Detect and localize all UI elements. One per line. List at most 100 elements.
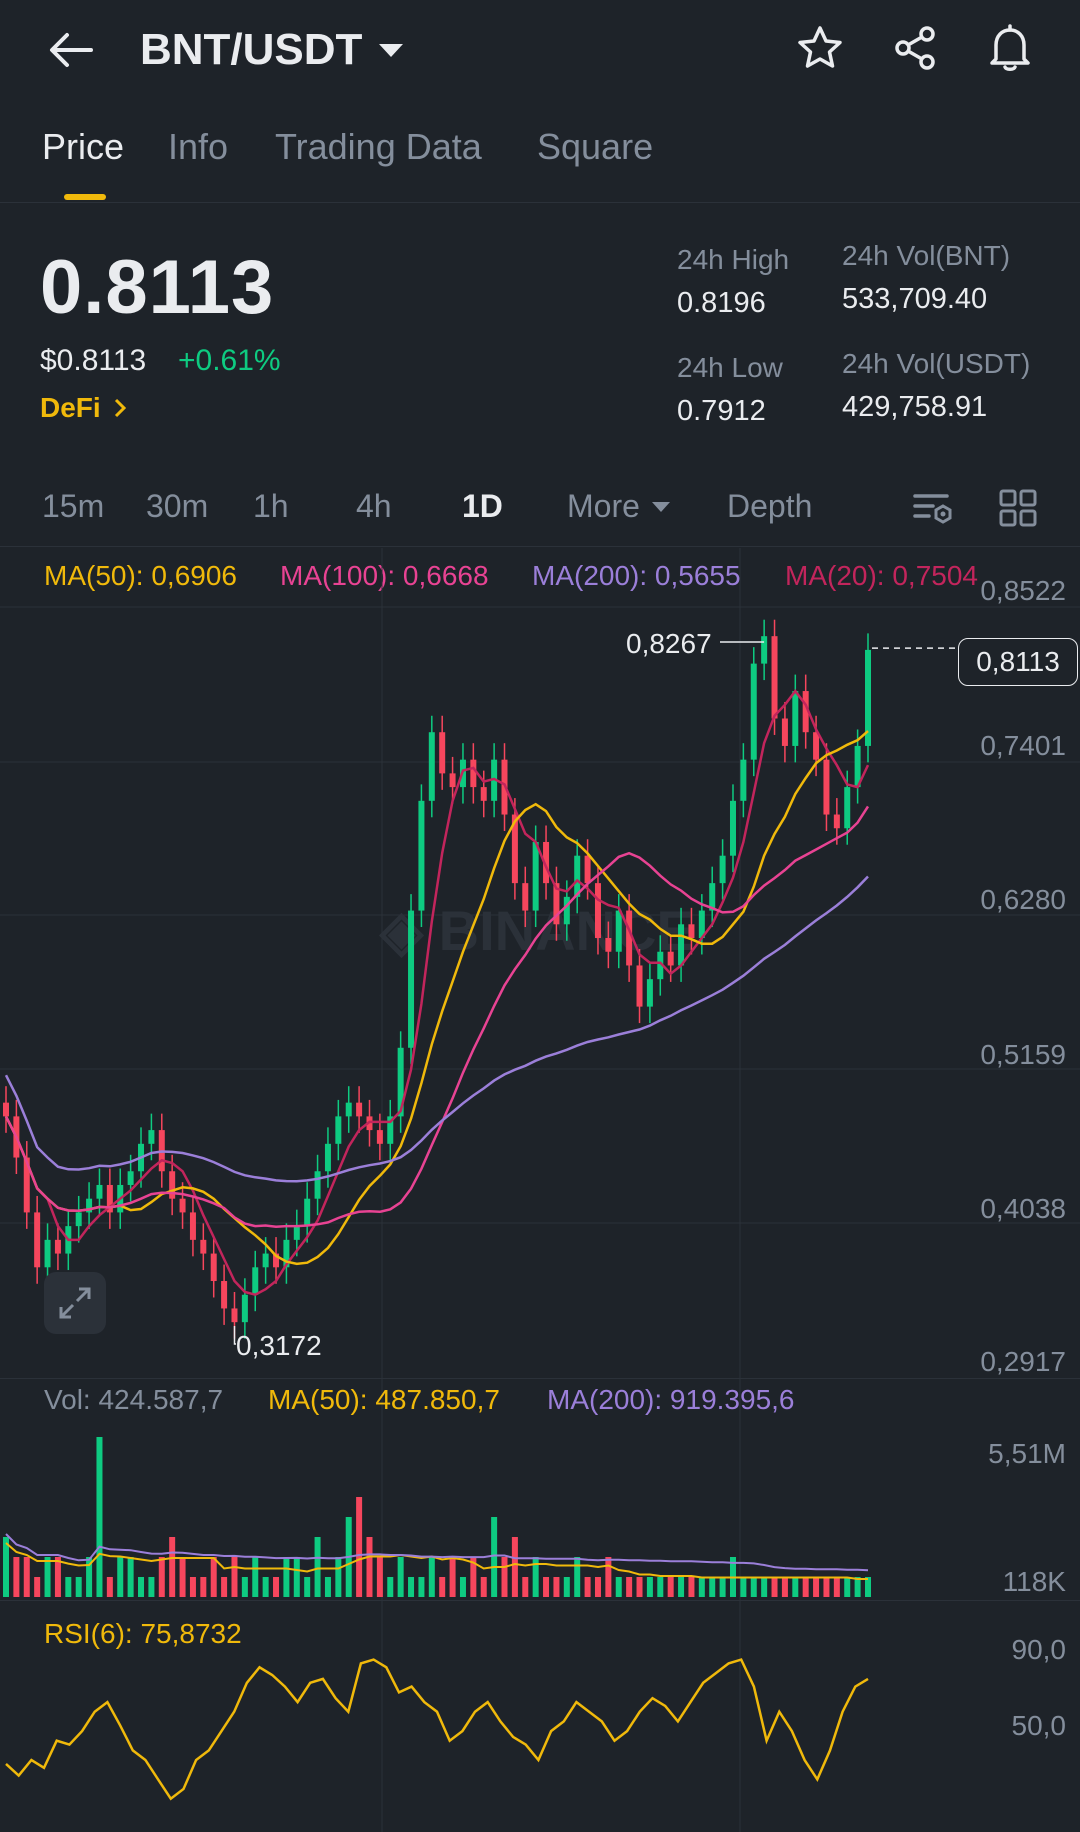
low-annotation-line xyxy=(233,1326,236,1345)
tab-info[interactable]: Info xyxy=(168,126,229,167)
candle-body xyxy=(304,1198,311,1227)
volume-bar xyxy=(335,1557,342,1597)
candle-body xyxy=(356,1102,363,1117)
candle-body xyxy=(594,883,601,939)
interval-15m[interactable]: 15m xyxy=(42,488,105,524)
candle-body xyxy=(709,883,716,911)
volume-bar xyxy=(241,1577,248,1597)
candle-body xyxy=(54,1239,61,1254)
candle-body xyxy=(221,1281,228,1309)
low-value: 0.7912 xyxy=(677,395,766,427)
candle-body xyxy=(127,1171,134,1185)
volume-bar xyxy=(148,1577,155,1597)
volume-bar xyxy=(646,1577,653,1597)
volume-bar xyxy=(813,1577,820,1597)
layout-grid-button[interactable] xyxy=(990,480,1046,536)
interval-depth[interactable]: Depth xyxy=(727,488,813,524)
volume-bar xyxy=(106,1577,113,1597)
low-label: 24h Low xyxy=(677,352,783,383)
interval-4h[interactable]: 4h xyxy=(356,488,392,524)
ma200-legend: MA(200): 0,5655 xyxy=(532,560,741,591)
volume-bar xyxy=(273,1577,280,1597)
low-annotation: 0,3172 xyxy=(236,1330,322,1361)
volume-bar xyxy=(138,1577,145,1597)
candle-body xyxy=(584,855,591,884)
candle-body xyxy=(231,1308,238,1323)
volume-bar xyxy=(532,1557,539,1597)
volume-bar xyxy=(428,1557,435,1597)
interval-more-label: More xyxy=(567,488,640,524)
volume-bar xyxy=(501,1557,508,1597)
candle-body xyxy=(729,800,736,856)
pair-selector[interactable]: BNT/USDT xyxy=(140,20,406,80)
tab-trading-data[interactable]: Trading Data xyxy=(275,126,482,167)
volume-bar xyxy=(792,1577,799,1597)
volume-bar xyxy=(200,1577,207,1597)
price-axis-label: 0,2917 xyxy=(980,1346,1066,1377)
volume-bar xyxy=(459,1577,466,1597)
pair-title: BNT/USDT xyxy=(140,25,363,74)
alert-button[interactable] xyxy=(980,18,1040,78)
volume-ma200-line xyxy=(5,1533,869,1572)
price-change: +0.61% xyxy=(178,344,281,377)
volume-bar xyxy=(667,1577,674,1597)
volume-bar xyxy=(65,1577,72,1597)
volume-bar xyxy=(408,1577,415,1597)
volume-bar xyxy=(491,1517,498,1597)
volume-bar xyxy=(688,1577,695,1597)
candle-body xyxy=(823,759,830,815)
candle-body xyxy=(241,1294,248,1323)
indicator-settings-button[interactable] xyxy=(905,480,961,536)
volume-bar xyxy=(781,1577,788,1597)
volume-bar xyxy=(802,1577,809,1597)
volume-bar xyxy=(127,1557,134,1597)
volume-bar xyxy=(470,1557,477,1597)
category-tag[interactable]: DeFi xyxy=(40,392,128,424)
price-axis-label: 0,7401 xyxy=(980,730,1066,761)
candle-body xyxy=(615,910,622,952)
ma20-legend: MA(20): 0,7504 xyxy=(785,560,978,591)
volume-bar xyxy=(563,1577,570,1597)
volume-ma200-legend: MA(200): 919.395,6 xyxy=(547,1384,795,1415)
volume-bar xyxy=(750,1577,757,1597)
share-button[interactable] xyxy=(885,18,945,78)
volume-bar xyxy=(210,1557,217,1597)
candle-body xyxy=(397,1047,404,1117)
favorite-button[interactable] xyxy=(790,18,850,78)
candle-body xyxy=(179,1198,186,1213)
expand-icon xyxy=(59,1287,91,1319)
share-icon xyxy=(895,26,935,70)
candle-body xyxy=(698,910,705,939)
volume-bar xyxy=(584,1577,591,1597)
caret-down-icon xyxy=(651,501,670,512)
candle-body xyxy=(408,910,415,1048)
volume-divider xyxy=(0,1378,1080,1379)
volume-bar xyxy=(366,1537,373,1597)
volume-bar xyxy=(96,1437,103,1597)
volume-bar xyxy=(449,1557,456,1597)
tab-price[interactable]: Price xyxy=(42,126,125,167)
grid-icon xyxy=(999,489,1037,527)
vol-base-value: 533,709.40 xyxy=(842,283,988,315)
interval-1d[interactable]: 1D xyxy=(462,488,503,524)
volume-bar xyxy=(740,1577,747,1597)
candle-body xyxy=(646,979,653,1007)
volume-bar xyxy=(761,1577,768,1597)
candle-body xyxy=(522,883,529,911)
volume-bar xyxy=(418,1577,425,1597)
volume-bar xyxy=(823,1577,830,1597)
tab-square[interactable]: Square xyxy=(537,126,654,167)
back-button[interactable] xyxy=(40,20,100,80)
interval-30m[interactable]: 30m xyxy=(146,488,209,524)
volume-bar xyxy=(543,1577,550,1597)
fullscreen-button[interactable] xyxy=(44,1272,106,1334)
candle-body xyxy=(418,800,425,911)
candle-body xyxy=(345,1102,352,1117)
volume-bar xyxy=(13,1557,20,1597)
volume-bar xyxy=(3,1537,9,1597)
candle-body xyxy=(169,1171,176,1199)
interval-more[interactable]: More xyxy=(567,488,672,525)
interval-1h[interactable]: 1h xyxy=(253,488,289,524)
candle-body xyxy=(189,1212,196,1240)
